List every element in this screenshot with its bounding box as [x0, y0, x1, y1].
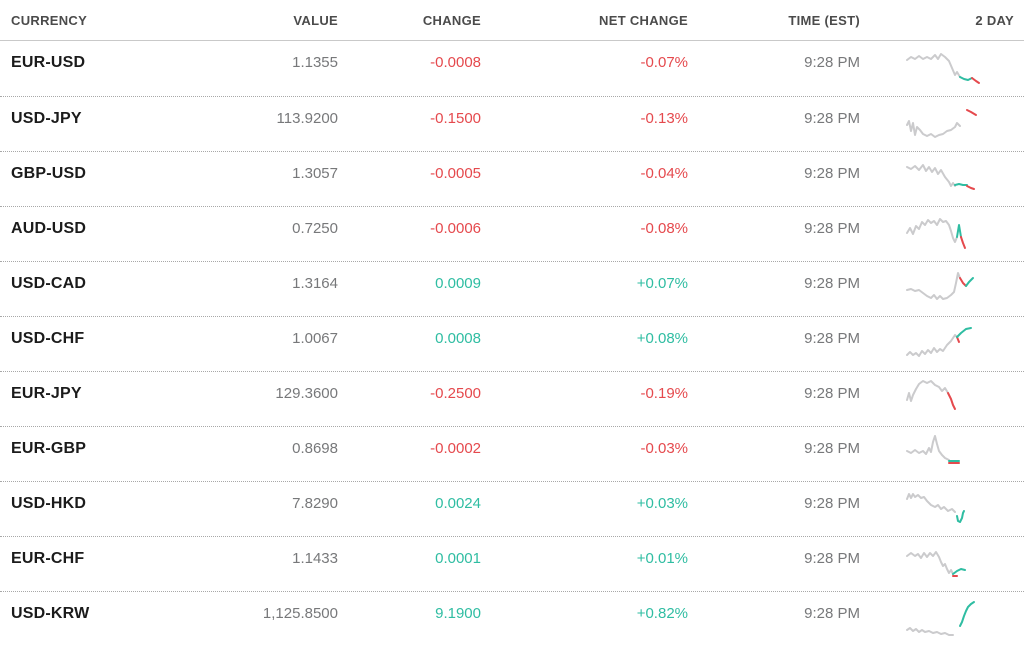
net-change-cell: -0.19% [640, 385, 688, 402]
change-cell: 0.0001 [435, 550, 481, 567]
sparkline-chart [906, 493, 965, 523]
value-cell: 0.8698 [292, 440, 338, 457]
value-cell: 7.8290 [292, 495, 338, 512]
net-change-cell: +0.08% [636, 330, 688, 347]
sparkline-chart [906, 272, 974, 300]
currency-pair-label: USD-KRW [11, 605, 90, 622]
table-row-usd-hkd[interactable]: USD-HKD 7.8290 0.0024 +0.03% 9:28 PM [0, 481, 1024, 536]
sparkline-chart [906, 601, 975, 636]
value-cell: 1.1433 [292, 550, 338, 567]
sparkline-chart [906, 53, 980, 84]
column-header-time: TIME (EST) [788, 12, 860, 28]
time-cell: 9:28 PM [804, 495, 860, 512]
two-day-chart-cell [860, 537, 1024, 586]
net-change-cell: +0.03% [636, 495, 688, 512]
net-change-cell: -0.13% [640, 110, 688, 127]
change-cell: -0.0006 [430, 220, 481, 237]
time-cell: 9:28 PM [804, 220, 860, 237]
time-cell: 9:28 PM [804, 330, 860, 347]
two-day-chart-cell [860, 207, 1024, 256]
column-header-currency: CURRENCY [11, 12, 88, 28]
change-cell: -0.2500 [430, 385, 481, 402]
sparkline-chart [906, 327, 972, 357]
value-cell: 1.1355 [292, 54, 338, 71]
value-cell: 129.3600 [275, 385, 338, 402]
change-cell: 0.0024 [435, 495, 481, 512]
time-cell: 9:28 PM [804, 440, 860, 457]
table-row-eur-usd[interactable]: EUR-USD 1.1355 -0.0008 -0.07% 9:28 PM [0, 41, 1024, 96]
currency-pair-label: USD-CHF [11, 330, 85, 347]
column-header-2day: 2 DAY [975, 12, 1014, 28]
value-cell: 113.9200 [276, 110, 338, 127]
time-cell: 9:28 PM [804, 110, 860, 127]
time-cell: 9:28 PM [804, 54, 860, 71]
table-row-usd-chf[interactable]: USD-CHF 1.0067 0.0008 +0.08% 9:28 PM [0, 316, 1024, 371]
time-cell: 9:28 PM [804, 165, 860, 182]
table-row-aud-usd[interactable]: AUD-USD 0.7250 -0.0006 -0.08% 9:28 PM [0, 206, 1024, 261]
change-cell: -0.0005 [430, 165, 481, 182]
currency-pair-label: EUR-CHF [11, 550, 85, 567]
change-cell: -0.0008 [430, 54, 481, 71]
sparkline-chart [906, 551, 966, 577]
change-cell: -0.0002 [430, 440, 481, 457]
time-cell: 9:28 PM [804, 550, 860, 567]
currency-pair-label: AUD-USD [11, 220, 87, 237]
change-cell: 0.0008 [435, 330, 481, 347]
two-day-chart-cell [860, 427, 1024, 476]
two-day-chart-cell [860, 317, 1024, 366]
net-change-cell: +0.82% [636, 605, 688, 622]
currency-pair-label: GBP-USD [11, 165, 87, 182]
sparkline-chart [906, 218, 966, 249]
value-cell: 1.0067 [292, 330, 338, 347]
change-cell: 0.0009 [435, 275, 481, 292]
sparkline-chart [906, 109, 977, 138]
table-row-gbp-usd[interactable]: GBP-USD 1.3057 -0.0005 -0.04% 9:28 PM [0, 151, 1024, 206]
time-cell: 9:28 PM [804, 275, 860, 292]
value-cell: 0.7250 [292, 220, 338, 237]
two-day-chart-cell [860, 372, 1024, 421]
time-cell: 9:28 PM [804, 385, 860, 402]
net-change-cell: +0.07% [636, 275, 688, 292]
two-day-chart-cell [860, 482, 1024, 531]
table-row-eur-gbp[interactable]: EUR-GBP 0.8698 -0.0002 -0.03% 9:28 PM [0, 426, 1024, 481]
table-row-usd-jpy[interactable]: USD-JPY 113.9200 -0.1500 -0.13% 9:28 PM [0, 96, 1024, 151]
two-day-chart-cell [860, 152, 1024, 201]
value-cell: 1.3057 [292, 165, 338, 182]
currency-pair-label: USD-HKD [11, 495, 87, 512]
two-day-chart-cell [860, 262, 1024, 311]
value-cell: 1.3164 [292, 275, 338, 292]
table-row-usd-krw[interactable]: USD-KRW 1,125.8500 9.1900 +0.82% 9:28 PM [0, 591, 1024, 646]
two-day-chart-cell [860, 41, 1024, 90]
column-header-value: VALUE [293, 12, 338, 28]
table-row-eur-chf[interactable]: EUR-CHF 1.1433 0.0001 +0.01% 9:28 PM [0, 536, 1024, 591]
table-header-row: CURRENCY VALUE CHANGE NET CHANGE TIME (E… [0, 0, 1024, 41]
currency-pair-label: EUR-GBP [11, 440, 87, 457]
net-change-cell: -0.08% [640, 220, 688, 237]
column-header-change: CHANGE [422, 12, 481, 28]
column-header-net-change: NET CHANGE [599, 12, 688, 28]
change-cell: -0.1500 [430, 110, 481, 127]
net-change-cell: -0.07% [640, 54, 688, 71]
net-change-cell: -0.03% [640, 440, 688, 457]
two-day-chart-cell [860, 97, 1024, 146]
time-cell: 9:28 PM [804, 605, 860, 622]
sparkline-chart [906, 380, 956, 410]
currency-pair-label: USD-CAD [11, 275, 87, 292]
net-change-cell: +0.01% [636, 550, 688, 567]
change-cell: 9.1900 [435, 605, 481, 622]
currency-pair-label: USD-JPY [11, 110, 82, 127]
sparkline-chart [906, 435, 960, 464]
currency-pair-label: EUR-JPY [11, 385, 82, 402]
sparkline-chart [906, 164, 975, 190]
currency-pair-label: EUR-USD [11, 54, 86, 71]
two-day-chart-cell [860, 592, 1024, 641]
table-row-usd-cad[interactable]: USD-CAD 1.3164 0.0009 +0.07% 9:28 PM [0, 261, 1024, 316]
table-row-eur-jpy[interactable]: EUR-JPY 129.3600 -0.2500 -0.19% 9:28 PM [0, 371, 1024, 426]
value-cell: 1,125.8500 [262, 605, 338, 622]
net-change-cell: -0.04% [640, 165, 688, 182]
